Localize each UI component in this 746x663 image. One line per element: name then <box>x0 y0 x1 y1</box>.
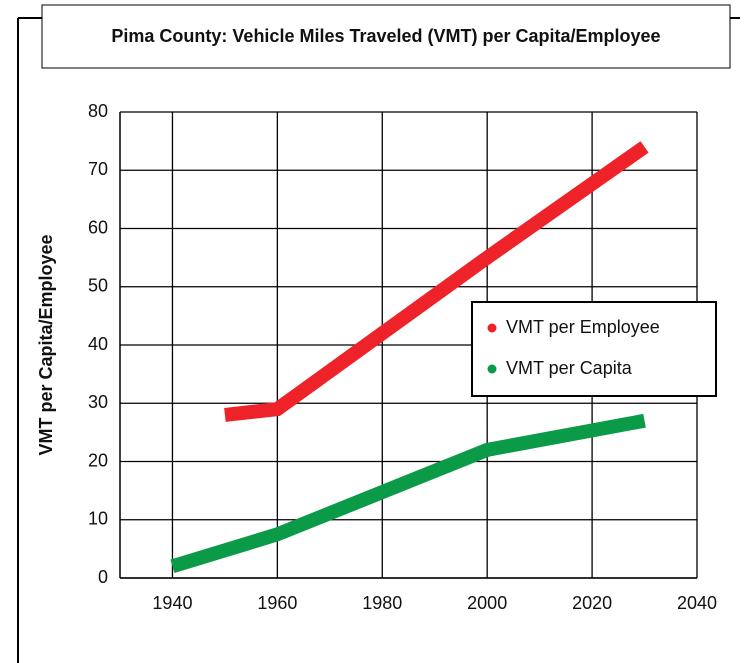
chart-title: Pima County: Vehicle Miles Traveled (VMT… <box>111 26 660 46</box>
y-tick-label: 20 <box>88 450 108 470</box>
legend-marker <box>487 364 497 374</box>
x-tick-label: 2000 <box>467 593 507 613</box>
x-tick-label: 1940 <box>152 593 192 613</box>
x-tick-label: 2020 <box>572 593 612 613</box>
legend-label: VMT per Capita <box>506 358 633 378</box>
y-tick-label: 10 <box>88 509 108 529</box>
title-box <box>41 4 731 69</box>
x-tick-label: 1960 <box>257 593 297 613</box>
y-axis-label: VMT per Capita/Employee <box>36 234 56 455</box>
series-line <box>170 413 646 574</box>
x-tick-label: 1980 <box>362 593 402 613</box>
y-tick-label: 0 <box>98 567 108 587</box>
y-tick-label: 30 <box>88 392 108 412</box>
x-tick-label: 2040 <box>677 593 717 613</box>
y-tick-label: 60 <box>88 217 108 237</box>
y-tick-label: 70 <box>88 159 108 179</box>
legend-marker <box>487 323 497 333</box>
y-tick-label: 80 <box>88 101 108 121</box>
series-line <box>224 141 649 422</box>
legend-box <box>471 301 717 397</box>
y-tick-label: 50 <box>88 276 108 296</box>
y-tick-label: 40 <box>88 334 108 354</box>
legend-label: VMT per Employee <box>506 317 660 337</box>
